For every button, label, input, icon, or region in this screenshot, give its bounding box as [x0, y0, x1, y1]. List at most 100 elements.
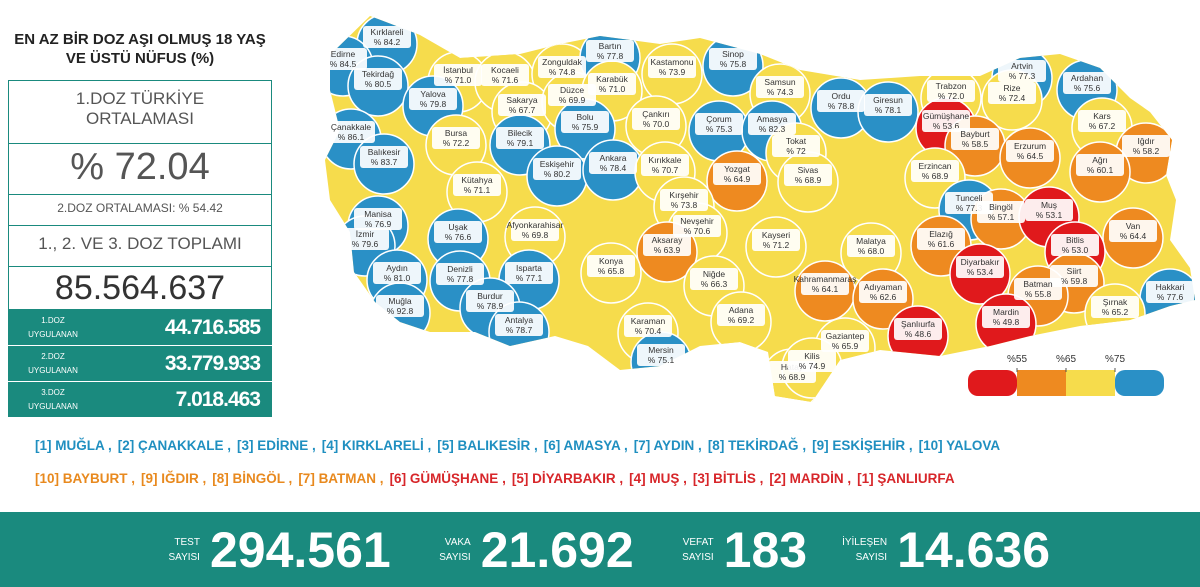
- province-name: Çanakkale: [331, 122, 371, 132]
- label-box: [327, 121, 375, 143]
- province-value: % 75.9: [572, 122, 599, 132]
- stat-label: VEFAT SAYISI: [682, 536, 714, 563]
- label-box: [341, 228, 389, 250]
- label-box: [434, 64, 482, 86]
- label-box: [1025, 199, 1073, 221]
- province-value: % 68.9: [795, 175, 822, 185]
- dose-row: 1.DOZ UYGULANAN 44.716.585: [8, 310, 272, 346]
- label-box: [1006, 140, 1054, 162]
- label-box: [894, 318, 942, 340]
- province-name: Gaziantep: [826, 331, 865, 341]
- province-value: % 72.0: [938, 91, 965, 101]
- label-box: [643, 234, 691, 256]
- label-box: [319, 48, 367, 70]
- top-ranking: [1] MUĞLA , [2] ÇANAKKALE , [3] EDİRNE , [4…: [35, 438, 1006, 453]
- label-box: [717, 304, 765, 326]
- province-name: Manisa: [364, 209, 392, 219]
- label-box: [951, 128, 999, 150]
- province-value: % 84.2: [374, 37, 401, 47]
- label-box: [587, 255, 635, 277]
- province-value: % 75.6: [1074, 83, 1101, 93]
- province-name: Kırklareli: [370, 27, 403, 37]
- label-box: [586, 40, 634, 62]
- ranking-item: [2] ÇANAKKALE ,: [117, 438, 231, 453]
- label-box: [1051, 234, 1099, 256]
- province-value: % 66.3: [701, 279, 728, 289]
- province-value: % 53.0: [1062, 245, 1089, 255]
- province-name: Düzce: [560, 85, 584, 95]
- label-box: [859, 281, 907, 303]
- label-box: [648, 56, 696, 78]
- dose-label: 3.DOZ UYGULANAN: [28, 387, 78, 411]
- province-value: % 78.9: [477, 301, 504, 311]
- label-box: [713, 163, 761, 185]
- legend-swatch: [968, 370, 1017, 396]
- province-value: % 71.6: [492, 75, 519, 85]
- province-name: Muğla: [388, 296, 411, 306]
- ranking-item: [4] KIRKLARELİ ,: [321, 438, 432, 453]
- province-value: % 77.1: [516, 273, 543, 283]
- province-value: % 70.6: [684, 226, 711, 236]
- province-value: % 74.3: [767, 87, 794, 97]
- province-name: Karabük: [596, 74, 628, 84]
- province-value: % 74.9: [799, 361, 826, 371]
- ranking-item: [1] ŞANLIURFA: [857, 471, 955, 486]
- province-name: Kayseri: [762, 230, 790, 240]
- province-name: Adıyaman: [864, 282, 903, 292]
- stat-value: 14.636: [897, 521, 1051, 578]
- province-name: Aksaray: [652, 235, 683, 245]
- label-box: [709, 48, 757, 70]
- province-name: Muş: [1041, 200, 1057, 210]
- province-name: Kocaeli: [491, 65, 519, 75]
- province-name: Erzincan: [918, 161, 951, 171]
- province-name: Kars: [1093, 111, 1110, 121]
- province-name: Niğde: [703, 269, 725, 279]
- province-value: % 53.4: [967, 267, 994, 277]
- province-value: % 67.2: [1089, 121, 1116, 131]
- province-value: % 60.1: [1087, 165, 1114, 175]
- label-box: [847, 235, 895, 257]
- province-value: % 55.8: [1025, 289, 1052, 299]
- province-name: İstanbul: [443, 65, 473, 75]
- label-box: [588, 73, 636, 95]
- province-value: % 78.1: [875, 105, 902, 115]
- label-box: [360, 146, 408, 168]
- province-name: Kastamonu: [651, 57, 694, 67]
- ranking-item: [8] BİNGÖL ,: [212, 471, 293, 486]
- province-value: % 79.6: [352, 239, 379, 249]
- label-box: [911, 160, 959, 182]
- total: 85.564.637: [8, 267, 272, 310]
- province-name: Kırıkkale: [648, 155, 681, 165]
- province-value: % 75.8: [720, 59, 747, 69]
- province-name: Malatya: [856, 236, 886, 246]
- province-value: % 62.6: [870, 292, 897, 302]
- province-value: % 49.8: [993, 317, 1020, 327]
- label-box: [495, 314, 543, 336]
- province-name: Çankırı: [642, 109, 669, 119]
- label-box: [637, 344, 685, 366]
- province-value: % 77.3: [956, 203, 983, 213]
- province-value: % 75.1: [648, 355, 675, 365]
- label-box: [533, 158, 581, 180]
- province-value: % 78.7: [506, 325, 533, 335]
- label-box: [660, 189, 708, 211]
- summary-panel: EN AZ BİR DOZ AŞI OLMUŞ 18 YAŞ VE ÜSTÜ N…: [8, 30, 272, 418]
- label-box: [481, 64, 529, 86]
- label-box: [756, 76, 804, 98]
- province-name: Rize: [1003, 83, 1020, 93]
- province-value: % 68.9: [922, 171, 949, 181]
- label-box: [561, 111, 609, 133]
- province-name: Denizli: [447, 264, 473, 274]
- ranking-item: [9] IĞDIR ,: [141, 471, 207, 486]
- province-name: Bolu: [576, 112, 593, 122]
- ranking-item: [4] MUŞ ,: [629, 471, 687, 486]
- ranking-item: [5] DİYARBAKIR ,: [511, 471, 624, 486]
- province-name: Eskişehir: [540, 159, 575, 169]
- province-value: % 64.4: [1120, 231, 1147, 241]
- province-name: Çorum: [706, 114, 732, 124]
- province-value: % 70.7: [652, 165, 679, 175]
- province-name: Kilis: [804, 351, 820, 361]
- province-value: % 69.2: [728, 315, 755, 325]
